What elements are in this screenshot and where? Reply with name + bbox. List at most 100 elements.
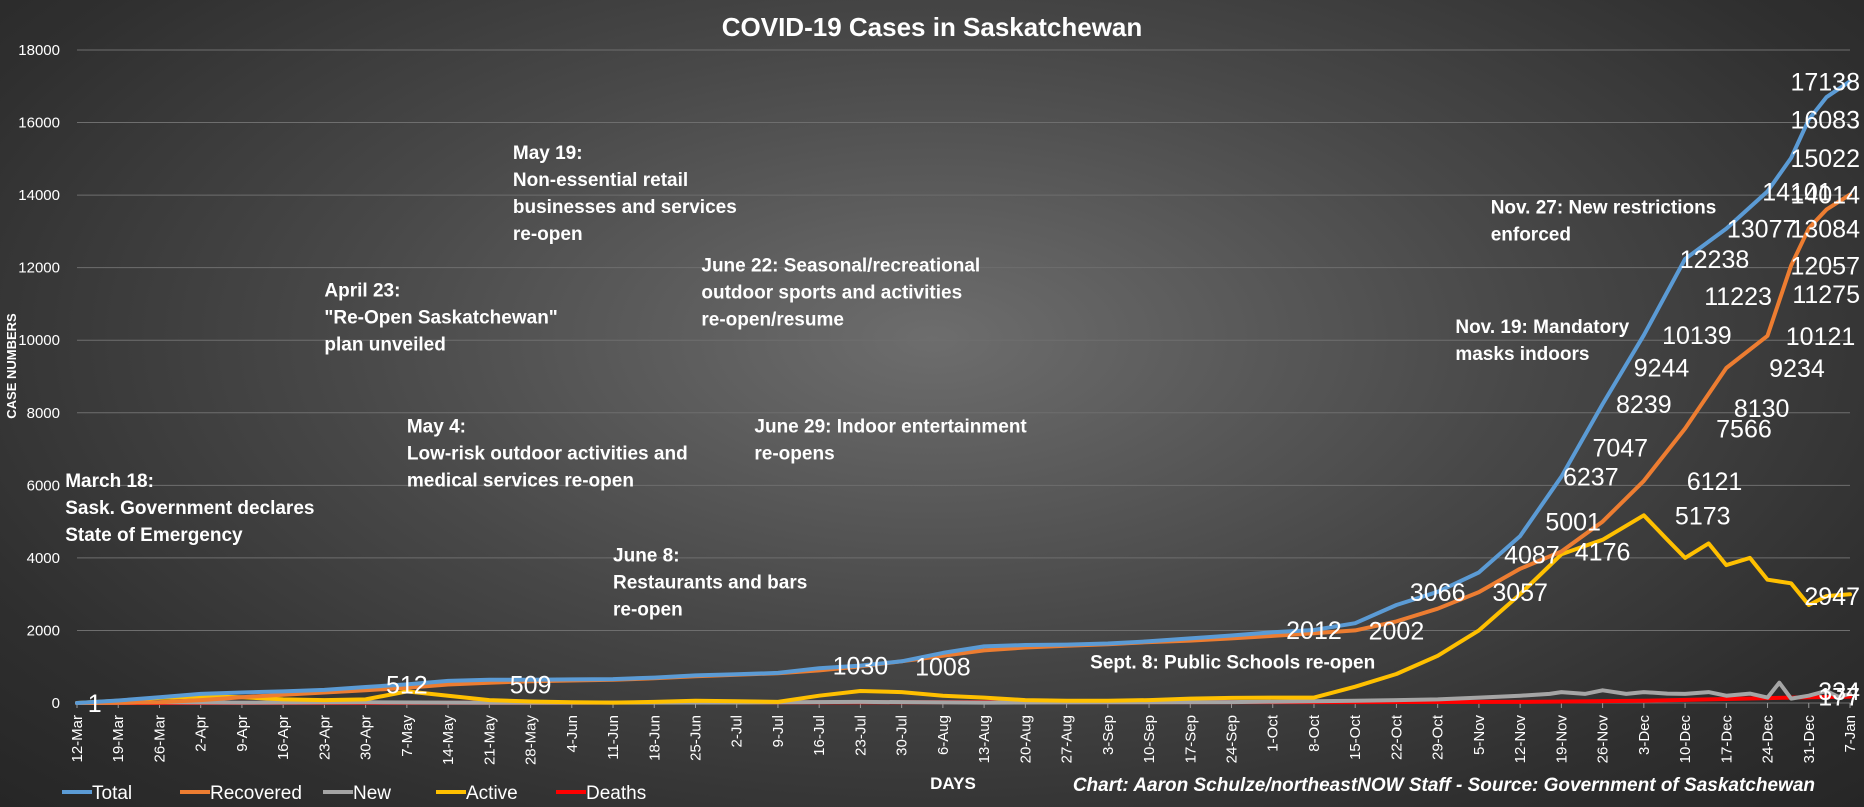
x-tick-label: 11-Jun [605,715,622,760]
x-tick-label: 16-Apr [275,715,292,760]
data-label: 9234 [1769,355,1825,383]
data-label: 4176 [1575,539,1631,567]
data-label: 3066 [1410,579,1466,607]
data-label: 2002 [1369,617,1425,645]
data-label: 7566 [1716,416,1772,444]
annotation-line: re-open/resume [701,309,844,330]
series-line-active [75,513,1852,705]
x-tick-label: 14-May [440,715,457,766]
annotation-line: outdoor sports and activities [701,282,962,303]
x-tick-label: 31-Dec [1801,715,1818,764]
y-tick-label: 12000 [18,260,60,277]
x-tick-label: 24-Sep [1224,715,1241,763]
x-tick-label: 27-Aug [1059,715,1076,763]
data-label: 8130 [1734,395,1790,423]
legend-label-total: Total [92,783,132,804]
annotation: June 22: Seasonal/recreational outdoor sp… [701,255,980,330]
x-tick-label: 17-Dec [1718,715,1735,764]
x-tick-label: 2-Apr [193,715,210,752]
data-label: 4087 [1504,542,1560,570]
annotation-line: April 23: [324,281,400,302]
y-tick-label: 0 [52,695,60,712]
annotation-line: businesses and services [513,197,737,218]
y-tick-label: 4000 [27,550,60,567]
annotation: Sept. 8: Public Schools re-open [1090,653,1375,674]
x-tick-label: 21-May [481,715,498,766]
annotation: May 19: Non-essential retail businesses an… [513,143,737,245]
x-tick-label: 7-Jan [1842,715,1859,753]
annotation-line: June 8: [613,546,680,567]
annotation-line: June 22: Seasonal/recreational [701,255,980,276]
data-label: 1008 [915,653,971,681]
x-tick-label: 19-Nov [1553,715,1570,764]
annotation-line: March 18: [65,471,154,492]
annotation-line: June 29: Indoor entertainment [754,417,1027,438]
x-tick-label: 16-Jul [811,715,828,756]
data-label: 12238 [1680,246,1750,274]
annotation-line: Sept. 8: Public Schools re-open [1090,653,1375,674]
annotation-line: plan unveiled [324,335,445,356]
annotation: Nov. 19: Mandatory masks indoors [1455,317,1629,365]
annotation-line: Non-essential retail [513,170,688,191]
data-label: 5001 [1545,509,1601,537]
data-label: 5173 [1675,502,1731,530]
x-tick-label: 23-Jul [852,715,869,756]
data-label: 512 [386,671,428,699]
y-tick-label: 10000 [18,332,60,349]
x-tick-label: 13-Aug [976,715,993,763]
x-tick-label: 26-Mar [151,715,168,763]
legend-label-deaths: Deaths [586,783,646,804]
data-label: 10121 [1786,323,1856,351]
x-tick-label: 9-Jul [770,715,787,748]
annotation-line: "Re-Open Saskatchewan" [324,308,557,329]
annotation-line: Restaurants and bars [613,573,807,594]
x-tick-label: 28-May [523,715,540,766]
x-tick-label: 19-Mar [110,715,127,763]
data-label: 14014 [1790,182,1860,210]
y-tick-label: 18000 [18,42,60,59]
data-label: 177 [1818,684,1860,712]
data-label: 9244 [1634,355,1690,383]
x-tick-label: 8-Oct [1306,714,1323,752]
x-axis-label: DAYS [930,774,976,793]
x-tick-label: 17-Sep [1182,715,1199,763]
x-tick-label: 30-Apr [358,715,375,760]
x-tick-label: 15-Oct [1347,714,1364,760]
x-tick-label: 22-Oct [1388,714,1405,760]
x-tick-label: 6-Aug [935,715,952,755]
gridlines [77,49,1850,704]
annotation-line: enforced [1491,224,1571,245]
annotation-line: Low-risk outdoor activities and [407,444,688,465]
data-label: 8239 [1616,391,1672,419]
series-line-total [75,79,1852,705]
data-label: 509 [510,672,552,700]
x-tick-label: 3-Dec [1636,715,1653,756]
x-tick-label: 25-Jun [687,715,704,761]
annotation: April 23: "Re-Open Saskatchewan" plan unve… [324,281,557,356]
legend-label-recovered: Recovered [210,783,302,804]
annotation: Nov. 27: New restrictions enforced [1491,197,1717,245]
chart-credit: Chart: Aaron Schulze/northeastNOW Staff … [1073,775,1815,796]
legend-label-active: Active [466,783,518,804]
data-label: 17138 [1790,68,1860,96]
y-tick-label: 16000 [18,115,60,132]
data-label: 2947 [1804,583,1860,611]
x-axis-ticks: 12-Mar 19-Mar 26-Mar 2-Apr 9-Apr 16-Apr 23-Apr… [69,703,1859,765]
data-label: 2012 [1286,617,1342,645]
annotation-line: May 4: [407,417,466,438]
annotation: June 29: Indoor entertainment re-opens [754,417,1027,465]
y-tick-label: 14000 [18,187,60,204]
x-tick-label: 20-Aug [1017,715,1034,763]
x-tick-label: 29-Oct [1430,714,1447,760]
data-label: 10139 [1662,322,1732,350]
x-tick-label: 1-Oct [1265,714,1282,752]
annotation-line: Nov. 27: New restrictions [1491,197,1717,218]
legend-label-new: New [353,783,391,804]
data-label: 334 [1818,678,1860,706]
x-tick-label: 26-Nov [1595,715,1612,764]
annotation-line: medical services re-open [407,471,634,492]
y-tick-label: 8000 [27,405,60,422]
data-label: 3057 [1492,579,1548,607]
chart-title: COVID-19 Cases in Saskatchewan [722,12,1143,42]
x-tick-label: 7-May [399,715,416,757]
